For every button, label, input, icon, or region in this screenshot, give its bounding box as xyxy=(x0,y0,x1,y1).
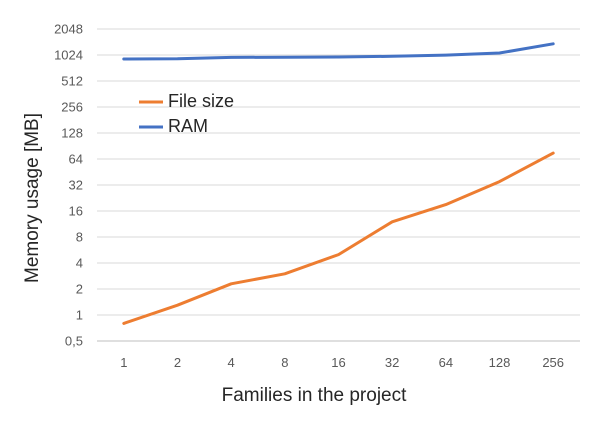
x-tick-label: 4 xyxy=(228,355,235,370)
x-tick-label: 256 xyxy=(542,355,564,370)
series-line-ram xyxy=(122,42,555,61)
y-tick-label: 16 xyxy=(69,204,83,219)
y-tick-label: 64 xyxy=(69,152,83,167)
y-axis-tick-labels: 0,5 1 2 4 8 16 32 64 128 256 512 1024 2048 xyxy=(54,22,83,349)
y-tick-label: 2048 xyxy=(54,22,83,37)
x-tick-label: 32 xyxy=(385,355,399,370)
x-tick-label: 2 xyxy=(174,355,181,370)
x-axis-title: Families in the project xyxy=(222,385,408,406)
legend-label-file-size: File size xyxy=(168,91,234,111)
y-tick-label: 1024 xyxy=(54,48,83,63)
y-tick-label: 256 xyxy=(61,100,83,115)
series-lines xyxy=(122,42,555,325)
y-tick-label: 512 xyxy=(61,74,83,89)
y-tick-label: 1 xyxy=(76,308,83,323)
legend-label-ram: RAM xyxy=(168,116,208,136)
y-tick-label: 128 xyxy=(61,126,83,141)
x-tick-label: 64 xyxy=(439,355,453,370)
series-line-file-size xyxy=(122,151,555,325)
y-tick-label: 32 xyxy=(69,178,83,193)
legend: File size RAM xyxy=(139,91,234,136)
y-tick-label: 8 xyxy=(76,230,83,245)
x-axis-tick-labels: 1 2 4 8 16 32 64 128 256 xyxy=(120,355,564,370)
gridlines xyxy=(97,28,580,342)
y-tick-label: 2 xyxy=(76,282,83,297)
x-tick-label: 1 xyxy=(120,355,127,370)
y-tick-label: 4 xyxy=(76,256,83,271)
x-tick-label: 8 xyxy=(281,355,288,370)
x-tick-label: 16 xyxy=(331,355,345,370)
y-axis-title: Memory usage [MB] xyxy=(22,113,43,283)
y-tick-label: 0,5 xyxy=(65,334,83,349)
x-tick-label: 128 xyxy=(489,355,511,370)
